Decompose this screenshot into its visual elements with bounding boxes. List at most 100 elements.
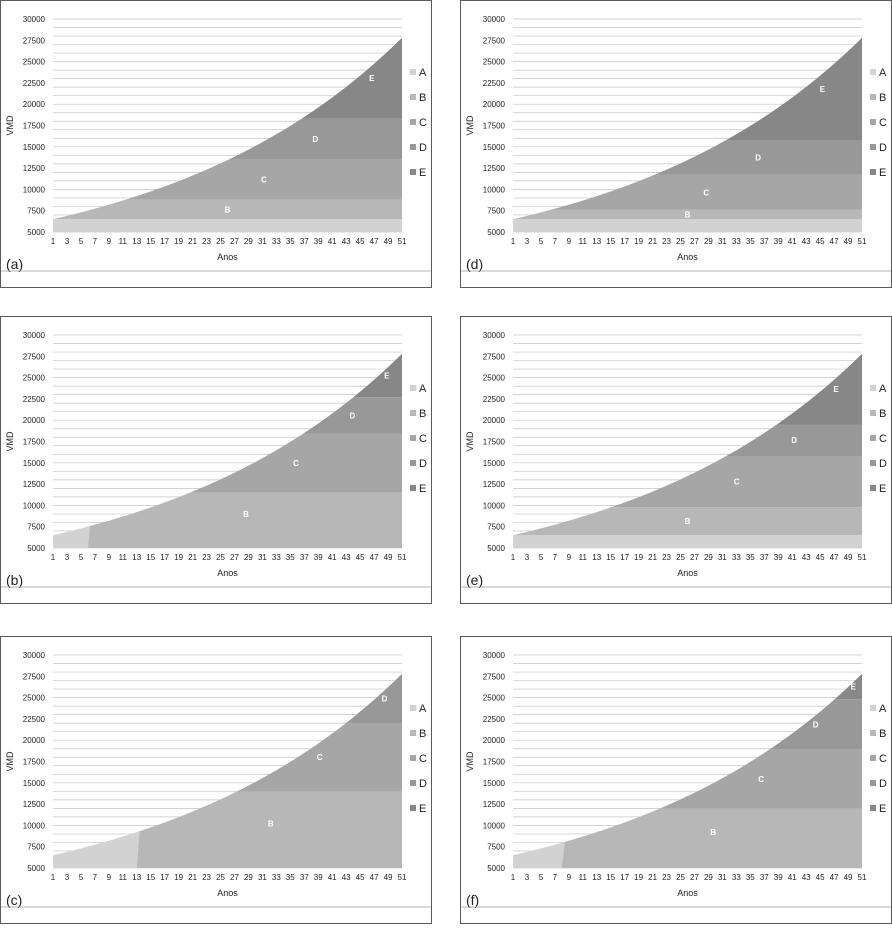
band-B bbox=[513, 209, 862, 220]
x-tick-label: 7 bbox=[93, 553, 98, 562]
band-label-C: C bbox=[261, 176, 267, 185]
x-tick-label: 13 bbox=[592, 553, 601, 562]
x-tick-label: 49 bbox=[844, 553, 853, 562]
legend-label-A: A bbox=[419, 383, 427, 395]
legend-swatch-D bbox=[870, 780, 876, 786]
x-tick-label: 15 bbox=[146, 873, 155, 882]
band-label-E: E bbox=[369, 74, 375, 83]
band-label-D: D bbox=[350, 412, 356, 421]
band-A bbox=[513, 535, 862, 548]
y-tick-label: 15000 bbox=[23, 779, 46, 788]
x-tick-label: 33 bbox=[732, 553, 741, 562]
x-tick-label: 5 bbox=[79, 553, 84, 562]
x-tick-label: 37 bbox=[300, 237, 309, 246]
y-tick-label: 30000 bbox=[483, 651, 506, 660]
legend-swatch-D bbox=[410, 460, 416, 466]
y-tick-label: 30000 bbox=[23, 15, 46, 24]
y-tick-label: 25000 bbox=[23, 58, 46, 67]
x-tick-label: 11 bbox=[579, 873, 588, 882]
band-B bbox=[513, 507, 862, 536]
x-tick-label: 47 bbox=[370, 237, 379, 246]
legend-label-E: E bbox=[879, 167, 886, 179]
y-tick-label: 5000 bbox=[487, 544, 505, 553]
x-tick-label: 11 bbox=[579, 553, 588, 562]
x-tick-label: 17 bbox=[160, 873, 169, 882]
chart-panel-c: B C D 5000 7500 10000 12500 15000 17500 20000 2250… bbox=[0, 636, 432, 924]
x-tick-label: 47 bbox=[370, 873, 379, 882]
y-tick-label: 25000 bbox=[23, 694, 46, 703]
x-tick-label: 47 bbox=[830, 553, 839, 562]
band-E bbox=[353, 353, 402, 398]
x-tick-label: 45 bbox=[356, 873, 365, 882]
x-tick-label: 43 bbox=[802, 237, 811, 246]
legend-swatch-E bbox=[410, 485, 416, 491]
band-label-B: B bbox=[225, 205, 231, 214]
x-tick-label: 31 bbox=[258, 873, 267, 882]
legend-label-C: C bbox=[419, 433, 427, 445]
legend-label-C: C bbox=[419, 117, 427, 129]
legend-swatch-A bbox=[870, 69, 876, 75]
y-tick-label: 20000 bbox=[483, 736, 506, 745]
y-tick-label: 27500 bbox=[483, 36, 506, 45]
y-tick-label: 15000 bbox=[483, 459, 506, 468]
band-A bbox=[53, 219, 402, 232]
x-tick-label: 19 bbox=[174, 237, 183, 246]
band-label-D: D bbox=[312, 135, 318, 144]
x-tick-label: 43 bbox=[342, 553, 351, 562]
band-B bbox=[53, 199, 402, 220]
x-tick-label: 33 bbox=[732, 873, 741, 882]
y-tick-label: 15000 bbox=[23, 143, 46, 152]
x-tick-label: 29 bbox=[244, 553, 253, 562]
x-tick-label: 49 bbox=[384, 237, 393, 246]
x-tick-label: 13 bbox=[132, 553, 141, 562]
x-tick-label: 45 bbox=[816, 873, 825, 882]
y-tick-label: 10000 bbox=[483, 501, 506, 510]
legend-swatch-E bbox=[410, 169, 416, 175]
y-tick-label: 10000 bbox=[23, 185, 46, 194]
y-tick-label: 17500 bbox=[23, 758, 46, 767]
x-tick-label: 7 bbox=[93, 237, 98, 246]
band-B bbox=[87, 492, 403, 548]
legend-swatch-B bbox=[410, 410, 416, 416]
band-label-E: E bbox=[833, 385, 839, 394]
band-label-D: D bbox=[755, 153, 761, 162]
x-tick-label: 5 bbox=[79, 873, 84, 882]
y-tick-label: 12500 bbox=[23, 480, 46, 489]
band-label-C: C bbox=[317, 753, 323, 762]
y-tick-label: 12500 bbox=[23, 164, 46, 173]
legend-swatch-C bbox=[870, 755, 876, 761]
y-tick-label: 27500 bbox=[483, 672, 506, 681]
band-C bbox=[125, 159, 402, 200]
y-tick-label: 27500 bbox=[23, 352, 46, 361]
chart-d-svg: B C D E 5000 7500 10000 12500 15000 17500 20000 225… bbox=[461, 15, 891, 272]
x-tick-label: 35 bbox=[746, 237, 755, 246]
x-tick-label: 41 bbox=[788, 237, 797, 246]
y-tick-label: 12500 bbox=[483, 800, 506, 809]
chart-f-svg: B C D E 5000 7500 10000 12500 15000 17500 20000 225… bbox=[461, 651, 891, 908]
x-tick-label: 39 bbox=[314, 553, 323, 562]
x-tick-label: 31 bbox=[718, 553, 727, 562]
x-tick-label: 27 bbox=[690, 873, 699, 882]
legend-swatch-B bbox=[410, 94, 416, 100]
x-tick-label: 9 bbox=[107, 553, 112, 562]
x-tick-label: 29 bbox=[244, 873, 253, 882]
x-tick-label: 25 bbox=[216, 237, 225, 246]
y-tick-label: 7500 bbox=[27, 843, 45, 852]
x-tick-label: 29 bbox=[704, 553, 713, 562]
y-tick-label: 20000 bbox=[23, 736, 46, 745]
x-tick-label: 23 bbox=[202, 237, 211, 246]
x-tick-label: 35 bbox=[746, 553, 755, 562]
x-tick-label: 43 bbox=[342, 237, 351, 246]
band-A bbox=[53, 526, 90, 548]
x-tick-label: 3 bbox=[65, 873, 70, 882]
x-tick-label: 33 bbox=[272, 237, 281, 246]
y-tick-label: 5000 bbox=[487, 228, 505, 237]
x-tick-label: 7 bbox=[553, 873, 558, 882]
x-tick-label: 21 bbox=[188, 553, 197, 562]
x-tick-label: 39 bbox=[774, 873, 783, 882]
y-axis-label: VMD bbox=[465, 431, 475, 452]
legend-label-B: B bbox=[419, 408, 426, 420]
band-B bbox=[136, 791, 402, 868]
x-tick-label: 25 bbox=[676, 873, 685, 882]
x-tick-label: 21 bbox=[188, 873, 197, 882]
